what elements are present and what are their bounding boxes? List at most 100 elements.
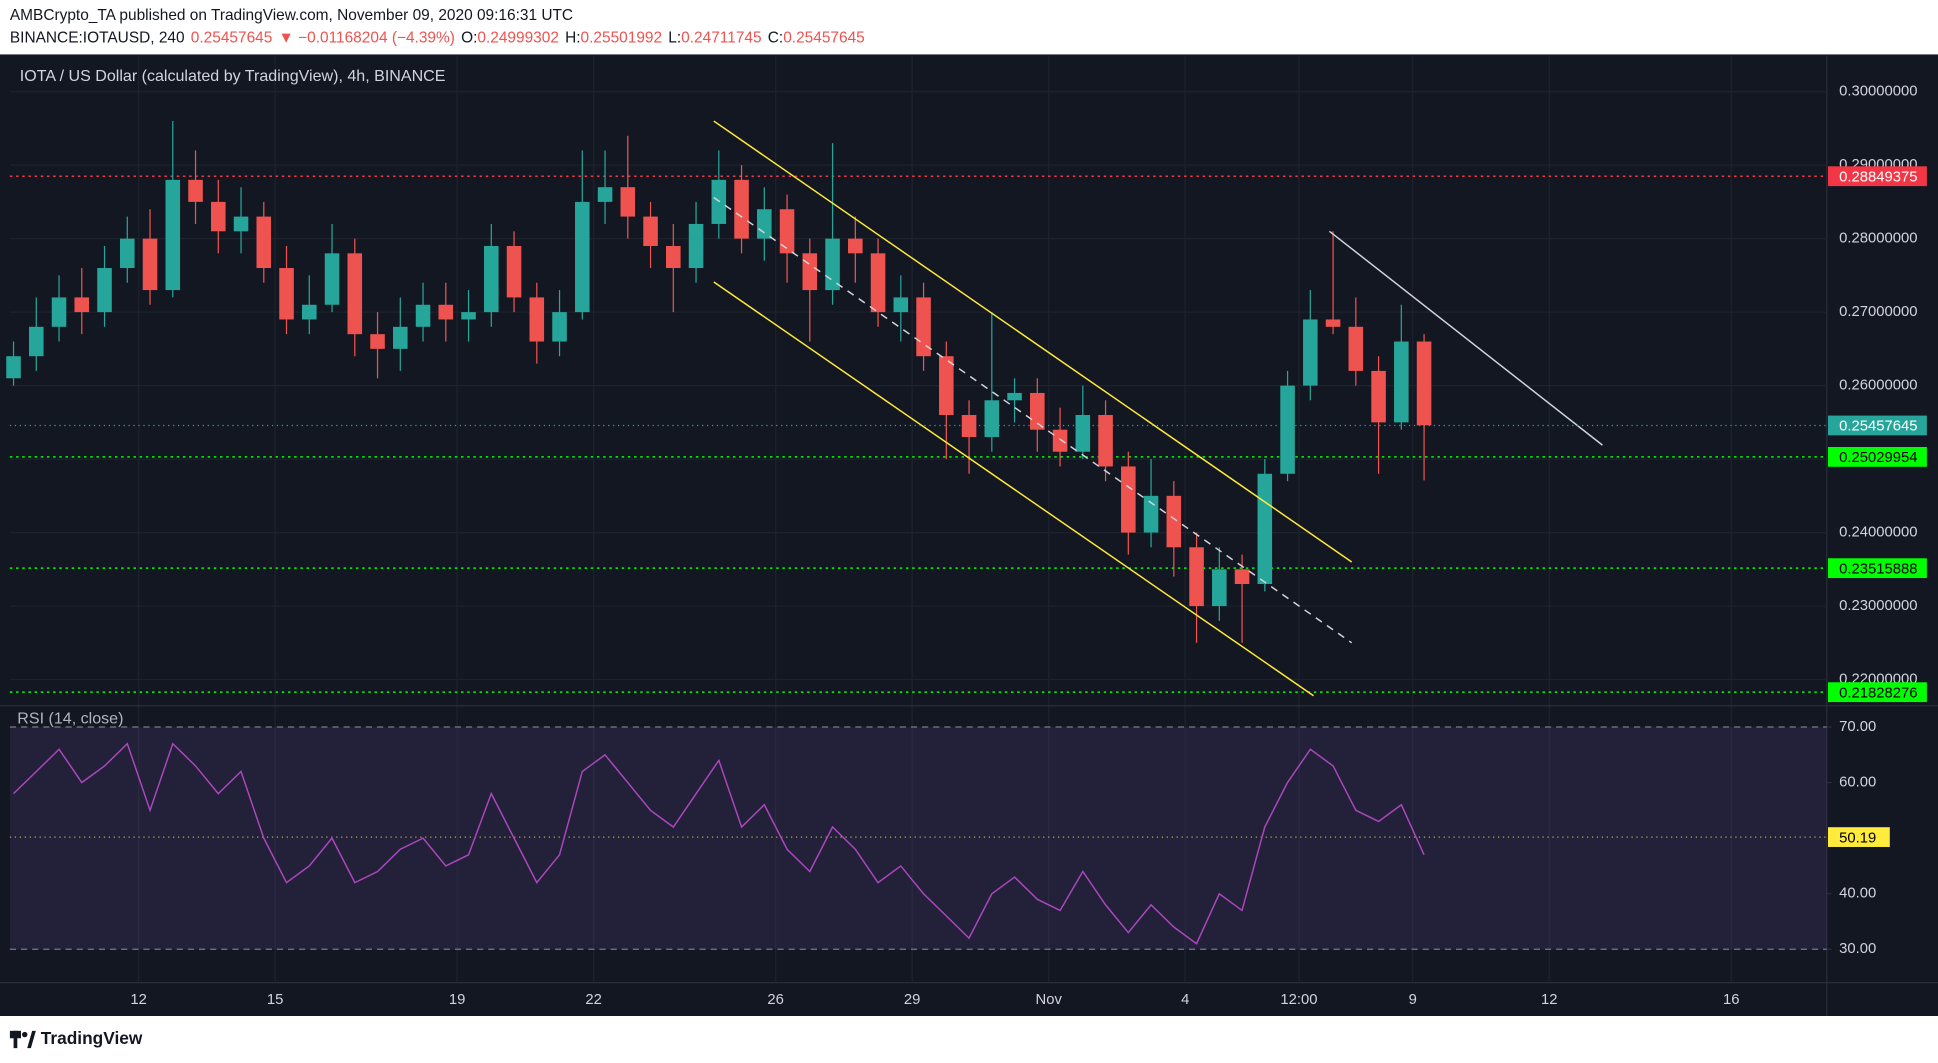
y-tick-label: 0.28000000 <box>1839 231 1917 247</box>
candle-body <box>142 238 158 291</box>
level-label: 0.21828276 <box>1839 685 1917 701</box>
rsi-title: RSI (14, close) <box>17 710 123 728</box>
ohlc-value: 0.24999302 <box>477 29 559 46</box>
candle-body <box>1189 547 1204 607</box>
x-tick-label: 29 <box>904 992 921 1008</box>
x-tick-label: 12 <box>130 992 147 1008</box>
symbol: BINANCE:IOTAUSD, 240 <box>10 29 185 46</box>
ohlc-value: 0.24711745 <box>681 29 761 46</box>
candle-body <box>893 297 909 313</box>
candle-body <box>1143 495 1159 533</box>
level-badge <box>1827 166 1927 187</box>
candle-body <box>1280 385 1295 474</box>
candle-body <box>575 201 590 313</box>
price: 0.25457645 <box>191 29 273 46</box>
trendline <box>713 120 1353 563</box>
candle-body <box>97 268 112 313</box>
x-tick-label: 15 <box>267 992 284 1008</box>
candle-body <box>825 238 840 291</box>
candle-body <box>1348 326 1364 371</box>
candle-body <box>28 326 44 357</box>
candle-body <box>74 297 90 313</box>
candle-body <box>506 245 522 298</box>
rsi-band-fill <box>9 727 1827 950</box>
level-badge <box>1827 558 1927 579</box>
trendline <box>713 196 1353 644</box>
rsi-last-badge <box>1827 827 1890 847</box>
x-tick-label: Nov <box>1035 992 1062 1008</box>
candle-body <box>51 297 67 327</box>
last-price-badge <box>1827 415 1927 436</box>
candle-body <box>870 253 886 313</box>
level-label: 0.25029954 <box>1839 450 1917 466</box>
candle-body <box>688 223 704 269</box>
change: ▼ −0.01168204 (−4.39%) <box>279 29 455 46</box>
candle-body <box>779 209 795 254</box>
x-tick-label: 19 <box>449 992 466 1008</box>
candle-body <box>6 356 21 379</box>
y-tick-label: 0.30000000 <box>1839 84 1917 100</box>
candle-body <box>1007 392 1022 401</box>
candle-body <box>415 304 431 327</box>
footer-logo <box>9 1030 36 1049</box>
candle-body <box>438 304 454 320</box>
candle-body <box>1303 319 1318 386</box>
y-tick-label: 0.26000000 <box>1839 378 1917 394</box>
logo-part <box>13 1030 18 1049</box>
ohlc-label: H: <box>565 29 580 46</box>
footer-brand: TradingView <box>41 1028 143 1048</box>
y-tick-label: 0.24000000 <box>1839 524 1917 540</box>
candle-body <box>324 253 340 305</box>
candle-body <box>393 326 408 349</box>
candle-body <box>120 238 135 269</box>
last-price-label: 0.25457645 <box>1839 419 1917 435</box>
candle-body <box>666 245 681 269</box>
ohlc-label: C: <box>768 29 783 46</box>
publisher: AMBCrypto_TA published on TradingView.co… <box>10 7 573 24</box>
y-tick-label: 0.27000000 <box>1839 304 1917 320</box>
level-badge <box>1827 682 1927 703</box>
x-tick-label: 26 <box>767 992 784 1008</box>
candle-body <box>1371 370 1386 423</box>
level-label: 0.23515888 <box>1839 561 1917 577</box>
candle-body <box>529 297 545 342</box>
candle-body <box>597 187 613 202</box>
chart-background <box>0 54 1938 1016</box>
x-tick-label: 12:00 <box>1280 992 1317 1008</box>
ohlc-value: 0.25501992 <box>581 29 663 46</box>
candle-body <box>939 356 954 415</box>
ohlc-label: L: <box>668 29 681 46</box>
candle-body <box>256 216 272 269</box>
y-tick-label: 30.00 <box>1839 941 1876 957</box>
symbol-line: BINANCE:IOTAUSD, 240 0.25457645 ▼ −0.01168… <box>10 29 865 46</box>
candle-body <box>848 238 863 254</box>
y-tick-label: 70.00 <box>1839 719 1876 735</box>
candle-body <box>370 334 385 349</box>
candle-body <box>643 216 658 246</box>
candle-body <box>802 253 818 291</box>
candle-body <box>188 179 203 202</box>
rsi-last-label: 50.19 <box>1839 830 1876 846</box>
level-badge <box>1827 447 1927 467</box>
ohlc-label: O: <box>461 29 477 46</box>
ohlc-value: 0.25457645 <box>783 29 865 46</box>
chart-title: IOTA / US Dollar (calculated by TradingV… <box>20 67 446 85</box>
trendline <box>1328 230 1603 446</box>
logo-part <box>22 1031 28 1038</box>
candle-body <box>1075 414 1091 452</box>
candle-body <box>302 304 317 320</box>
y-tick-label: 60.00 <box>1839 775 1876 791</box>
logo-part <box>27 1030 36 1049</box>
candle-body <box>279 268 294 320</box>
candle-body <box>165 179 181 291</box>
x-tick-label: 16 <box>1723 992 1740 1008</box>
candle-body <box>1325 319 1341 327</box>
candle-body <box>1166 495 1182 548</box>
x-tick-label: 12 <box>1541 992 1558 1008</box>
candle-body <box>984 400 1000 438</box>
y-tick-label: 40.00 <box>1839 886 1876 902</box>
candle-body <box>1234 569 1250 585</box>
candle-body <box>461 312 476 320</box>
